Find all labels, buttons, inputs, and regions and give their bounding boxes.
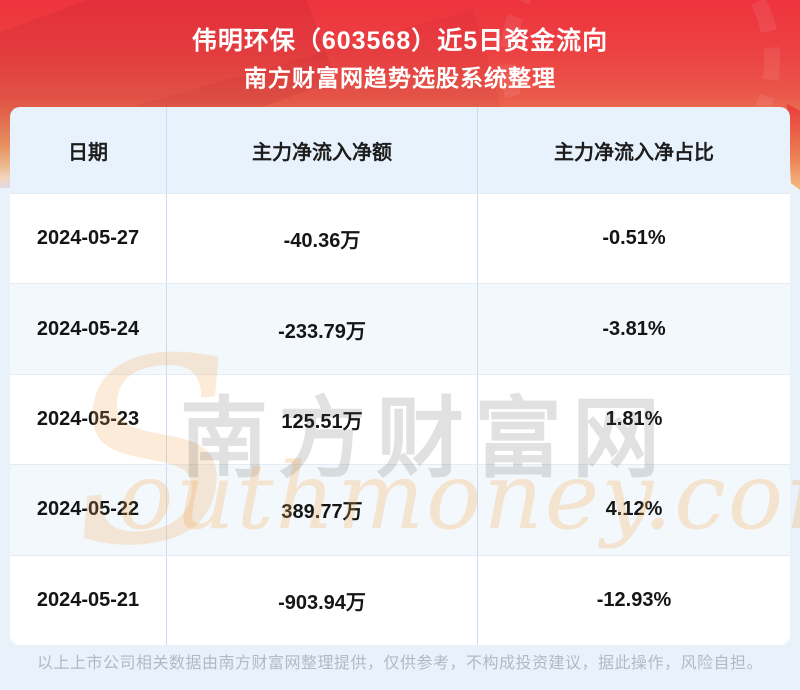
page-title: 伟明环保（603568）近5日资金流向 xyxy=(191,27,609,55)
date-cell: 2024-05-27 xyxy=(36,227,140,250)
table-row: 2024-05-22 389.77万 4.12% xyxy=(10,464,790,555)
ratio-cell: -0.51% xyxy=(477,194,790,284)
table-row: 2024-05-27 -40.36万 -0.51% xyxy=(10,193,790,284)
ratio-cell: -3.81% xyxy=(477,284,790,374)
table-row: 2024-05-23 125.51万 1.81% xyxy=(10,373,790,465)
date-cell: 2024-05-24 xyxy=(36,317,140,340)
page-subtitle: 南方财富网趋势选股系统整理 xyxy=(244,65,556,91)
amount-cell: 389.77万 xyxy=(166,465,477,555)
table-row: 2024-05-21 -903.94万 -12.93% xyxy=(10,554,790,645)
banner-decor-ribbon xyxy=(787,104,800,190)
ratio-cell: 4.12% xyxy=(477,465,790,555)
disclaimer-text: 以上上市公司相关数据由南方财富网整理提供，仅供参考，不构成投资建议，据此操作，风… xyxy=(36,655,763,672)
column-header-ratio: 主力净流入净占比 xyxy=(477,107,790,193)
column-header-date: 日期 xyxy=(68,141,108,164)
amount-cell: 125.51万 xyxy=(166,374,477,465)
date-cell: 2024-05-22 xyxy=(36,498,140,521)
date-cell: 2024-05-21 xyxy=(36,588,140,611)
amount-cell: -233.79万 xyxy=(166,284,477,374)
table-header-row: 日期 主力净流入净额 主力净流入净占比 xyxy=(10,107,790,193)
table-row: 2024-05-24 -233.79万 -3.81% xyxy=(10,283,790,374)
amount-cell: -40.36万 xyxy=(166,194,477,284)
date-cell: 2024-05-23 xyxy=(36,408,140,431)
column-header-amount: 主力净流入净额 xyxy=(166,107,477,193)
ratio-cell: -12.93% xyxy=(477,555,790,645)
amount-cell: -903.94万 xyxy=(166,555,477,645)
fund-flow-table: 日期 主力净流入净额 主力净流入净占比 2024-05-27 -40.36万 -… xyxy=(10,107,790,645)
ratio-cell: 1.81% xyxy=(477,374,790,465)
